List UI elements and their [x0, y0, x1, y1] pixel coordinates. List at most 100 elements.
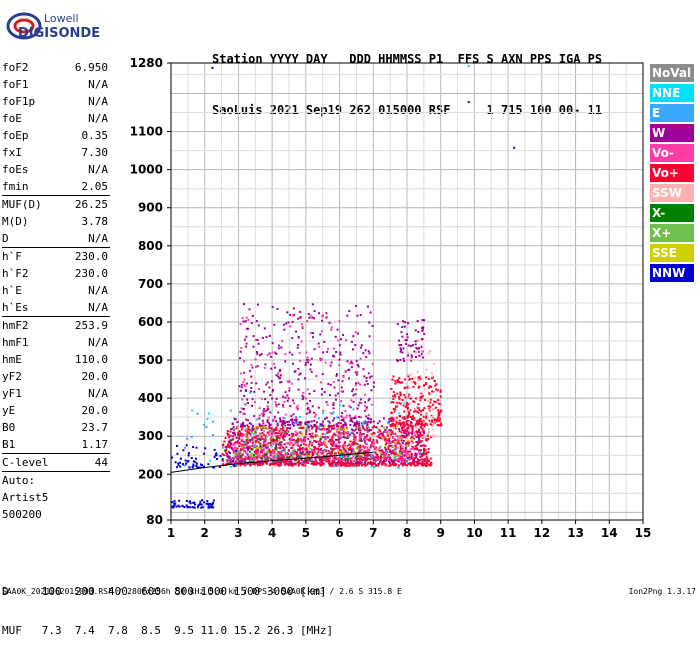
- echo-point: [283, 400, 286, 403]
- echo-point: [266, 381, 269, 384]
- echo-point: [256, 438, 259, 441]
- echo-point: [265, 437, 268, 440]
- echo-point: [325, 443, 328, 446]
- echo-point: [425, 455, 428, 458]
- echo-point: [373, 456, 376, 459]
- echo-point: [300, 437, 303, 440]
- x-tick-label: 13: [567, 526, 584, 540]
- echo-point: [382, 454, 385, 457]
- echo-point: [394, 395, 397, 398]
- echo-point: [376, 455, 379, 458]
- echo-point: [264, 455, 267, 458]
- echo-point: [327, 458, 330, 461]
- echo-point: [358, 415, 361, 418]
- echo-point: [275, 420, 278, 423]
- echo-point: [419, 455, 422, 458]
- echo-point: [259, 454, 262, 457]
- echo-point: [341, 463, 344, 466]
- param-name: yF1: [2, 387, 22, 400]
- echo-point: [370, 453, 373, 456]
- echo-point: [309, 451, 312, 454]
- echo-point: [302, 446, 305, 449]
- echo-point: [265, 452, 268, 455]
- echo-point: [356, 332, 359, 335]
- echo-point: [270, 355, 273, 358]
- echo-point: [284, 424, 287, 427]
- echo-point: [232, 451, 235, 454]
- echo-point: [400, 331, 403, 334]
- echo-point: [197, 504, 200, 507]
- echo-point: [282, 446, 285, 449]
- echo-point: [311, 448, 314, 451]
- echo-point: [392, 391, 395, 394]
- echo-point: [418, 441, 421, 444]
- echo-point: [423, 332, 426, 335]
- echo-point: [378, 446, 381, 449]
- echo-point: [261, 445, 264, 448]
- echo-point: [274, 456, 277, 459]
- echo-point: [331, 454, 334, 457]
- echo-point: [402, 425, 405, 428]
- echo-point: [259, 445, 262, 448]
- echo-point: [279, 420, 282, 423]
- echo-point: [394, 432, 397, 435]
- echo-point: [401, 381, 404, 384]
- echo-point: [300, 441, 303, 444]
- echo-point: [267, 401, 270, 404]
- echo-point: [268, 422, 271, 425]
- echo-point: [228, 451, 231, 454]
- echo-point: [390, 460, 393, 463]
- echo-point: [402, 439, 405, 442]
- echo-point: [300, 421, 303, 424]
- echo-point: [292, 307, 295, 310]
- echo-point: [245, 345, 248, 348]
- echo-point: [321, 463, 324, 466]
- echo-point: [311, 437, 314, 440]
- echo-point: [256, 365, 259, 368]
- echo-point: [420, 394, 423, 397]
- echo-point: [196, 412, 199, 415]
- echo-point: [322, 462, 325, 465]
- echo-point: [347, 458, 350, 461]
- echo-point: [306, 428, 309, 431]
- echo-point: [325, 316, 328, 319]
- echo-point: [184, 463, 187, 466]
- echo-point: [300, 439, 303, 442]
- echo-point: [377, 427, 380, 430]
- legend-item: NNW: [650, 264, 694, 282]
- echo-point: [359, 444, 362, 447]
- echo-point: [263, 366, 266, 369]
- echo-point: [280, 443, 283, 446]
- param-name: h`Es: [2, 301, 29, 314]
- echo-point: [385, 450, 388, 453]
- echo-point: [363, 383, 366, 386]
- echo-point: [363, 449, 366, 452]
- echo-point: [404, 452, 407, 455]
- echo-point: [238, 442, 241, 445]
- echo-point: [331, 424, 334, 427]
- echo-point: [340, 432, 343, 435]
- echo-point: [235, 427, 238, 430]
- echo-point: [374, 457, 377, 460]
- echo-point: [432, 423, 435, 426]
- echo-point: [337, 457, 340, 460]
- echo-point: [273, 439, 276, 442]
- echo-point: [298, 448, 301, 451]
- echo-point: [425, 437, 428, 440]
- echo-point: [298, 452, 301, 455]
- echo-point: [313, 390, 316, 393]
- echo-point: [356, 407, 359, 410]
- echo-point: [353, 443, 356, 446]
- echo-point: [240, 439, 243, 442]
- echo-point: [229, 439, 232, 442]
- echo-point: [335, 447, 338, 450]
- echo-point: [380, 425, 383, 428]
- echo-point: [181, 505, 184, 508]
- param-name: M(D): [2, 215, 29, 228]
- echo-point: [351, 447, 354, 450]
- echo-point: [321, 452, 324, 455]
- echo-point: [401, 398, 404, 401]
- echo-point: [394, 452, 397, 455]
- echo-point: [399, 438, 402, 441]
- echo-point: [393, 451, 396, 454]
